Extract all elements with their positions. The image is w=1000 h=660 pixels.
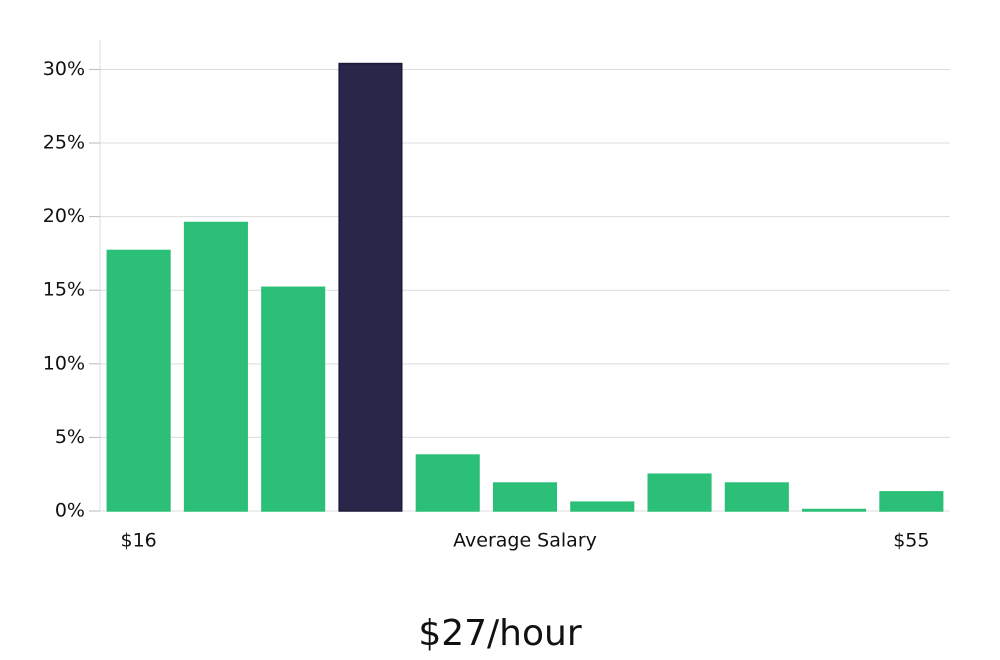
bar: [879, 491, 944, 512]
y-tick-label: 30%: [43, 58, 85, 80]
x-tick-label: $55: [893, 530, 929, 552]
y-tick-label: 25%: [43, 132, 85, 154]
bar: [338, 62, 403, 512]
y-tick-label: 0%: [55, 500, 85, 522]
y-tick-label: 20%: [43, 205, 85, 227]
bar: [261, 286, 326, 512]
bar: [724, 482, 789, 512]
bar: [647, 473, 712, 512]
y-tick-label: 10%: [43, 352, 85, 374]
y-tick-label: 5%: [55, 426, 85, 448]
bar: [106, 249, 171, 512]
bar: [415, 454, 480, 512]
bar: [802, 508, 867, 512]
y-tick-label: 15%: [43, 279, 85, 301]
bar: [492, 482, 558, 512]
bar: [570, 501, 635, 512]
x-axis-label: Average Salary: [453, 530, 597, 552]
x-tick-label: $16: [121, 530, 157, 552]
bar: [183, 221, 248, 512]
caption: $27/hour: [418, 613, 582, 654]
